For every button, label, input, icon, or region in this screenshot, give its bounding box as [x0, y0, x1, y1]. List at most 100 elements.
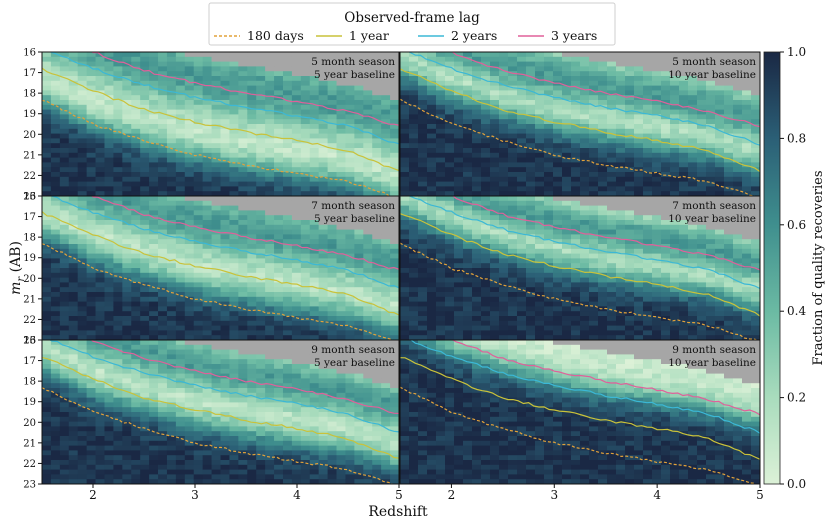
heatmap-cell [77, 397, 88, 403]
heatmap-cell [481, 119, 491, 125]
heatmap-cell [247, 316, 257, 322]
heatmap-cell [68, 95, 79, 101]
heatmap-cell [625, 172, 635, 178]
heatmap-cell [526, 330, 536, 336]
heatmap-cell [490, 90, 500, 96]
heatmap-cell [553, 76, 563, 82]
heatmap-cell [336, 239, 346, 245]
heatmap-cell [318, 172, 329, 178]
heatmap-cell [202, 133, 212, 139]
heatmap-cell [354, 258, 364, 264]
heatmap-cell [247, 320, 257, 326]
heatmap-cell [86, 248, 96, 254]
heatmap-cell [345, 224, 355, 230]
heatmap-cell [499, 148, 509, 154]
heatmap-cell [220, 191, 230, 196]
heatmap-cell [589, 152, 599, 158]
heatmap-cell [50, 460, 61, 466]
heatmap-cell [202, 119, 212, 125]
heatmap-cell [706, 152, 716, 158]
panel-baseline-label: 5 year baseline [314, 69, 395, 81]
heatmap-cell [472, 66, 482, 72]
heatmap-cell [42, 479, 52, 484]
heatmap-cell [652, 71, 662, 77]
heatmap-cell [113, 167, 123, 173]
heatmap-cell [193, 215, 204, 221]
heatmap-cell [247, 138, 257, 144]
heatmap-cell [517, 157, 527, 163]
heatmap-cell [499, 80, 509, 86]
heatmap-cell [113, 311, 123, 317]
heatmap-cell [282, 114, 293, 120]
heatmap-cell [625, 311, 635, 317]
heatmap-cell [149, 100, 159, 106]
heatmap-cell [526, 114, 536, 120]
heatmap-cell [220, 282, 230, 288]
heatmap-cell [77, 469, 88, 475]
heatmap-cell [517, 244, 527, 250]
heatmap-cell [202, 167, 212, 173]
heatmap-cell [77, 464, 88, 470]
heatmap-cell [104, 61, 114, 67]
heatmap-cell [418, 76, 428, 82]
heatmap-cell [670, 325, 680, 331]
heatmap-cell [625, 167, 635, 173]
heatmap-cell [670, 282, 680, 288]
heatmap-cell [580, 52, 590, 58]
heatmap-cell [229, 124, 239, 130]
heatmap-cell [291, 186, 302, 192]
heatmap-cell [309, 196, 320, 202]
heatmap-cell [202, 239, 212, 245]
heatmap-cell [733, 90, 743, 96]
heatmap-cell [175, 61, 186, 67]
heatmap-cell [166, 104, 177, 110]
heatmap-cell [390, 253, 399, 259]
heatmap-cell [247, 52, 257, 58]
heatmap-cell [274, 229, 284, 235]
heatmap-cell [363, 76, 373, 82]
heatmap-cell [436, 234, 446, 240]
heatmap-cell [86, 287, 96, 293]
heatmap-cell [300, 124, 311, 130]
heatmap-cell [158, 320, 168, 326]
heatmap-cell [68, 450, 79, 456]
heatmap-cell [652, 215, 662, 221]
heatmap-cell [68, 61, 79, 67]
heatmap-cell [688, 196, 698, 202]
heatmap-cell [418, 143, 428, 149]
heatmap-cell [607, 272, 617, 278]
heatmap-cell [472, 287, 482, 293]
heatmap-cell [363, 100, 373, 106]
heatmap-cell [363, 200, 373, 206]
heatmap-cell [309, 268, 320, 274]
heatmap-cell [616, 71, 626, 77]
heatmap-cell [679, 100, 689, 106]
heatmap-cell [345, 239, 355, 245]
heatmap-cell [463, 76, 473, 82]
heatmap-cell [42, 407, 52, 413]
heatmap-cell [354, 85, 364, 91]
heatmap-cell [274, 200, 284, 206]
heatmap-cell [59, 224, 70, 230]
heatmap-cell [282, 133, 293, 139]
heatmap-cell [220, 128, 230, 134]
heatmap-cell [202, 277, 212, 283]
heatmap-cell [436, 220, 446, 226]
heatmap-cell [715, 325, 725, 331]
heatmap-cell [336, 66, 346, 72]
heatmap-cell [472, 56, 482, 62]
heatmap-cell [670, 301, 680, 307]
heatmap-cell [445, 76, 455, 82]
heatmap-cell [661, 128, 671, 134]
heatmap-cell [661, 268, 671, 274]
heatmap-cell [59, 76, 70, 82]
heatmap-cell [265, 104, 275, 110]
heatmap-cell [661, 80, 671, 86]
heatmap-cell [472, 61, 482, 67]
heatmap-cell [211, 167, 221, 173]
heatmap-cell [220, 114, 230, 120]
heatmap-cell [517, 205, 527, 211]
heatmap-cell [390, 316, 399, 322]
heatmap-cell [282, 301, 293, 307]
heatmap-cell [372, 234, 382, 240]
